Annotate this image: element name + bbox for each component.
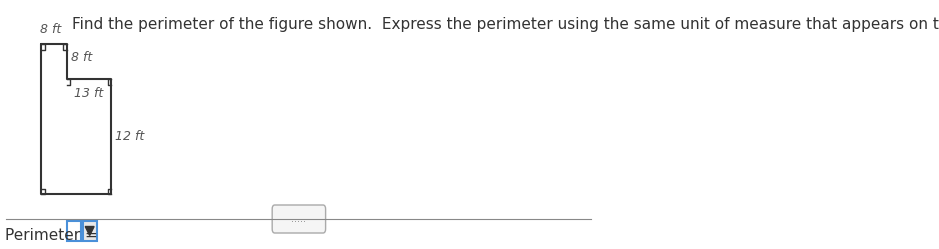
- Text: Find the perimeter of the figure shown.  Express the perimeter using the same un: Find the perimeter of the figure shown. …: [71, 17, 939, 32]
- Polygon shape: [85, 227, 94, 236]
- FancyBboxPatch shape: [83, 221, 97, 241]
- Text: 8 ft: 8 ft: [40, 23, 61, 36]
- Text: 13 ft: 13 ft: [74, 87, 103, 100]
- FancyBboxPatch shape: [67, 221, 81, 241]
- Text: Perimeter =: Perimeter =: [5, 228, 98, 243]
- Text: 12 ft: 12 ft: [115, 130, 145, 143]
- Text: 8 ft: 8 ft: [70, 51, 92, 64]
- Text: .....: .....: [291, 214, 306, 224]
- FancyBboxPatch shape: [272, 205, 326, 233]
